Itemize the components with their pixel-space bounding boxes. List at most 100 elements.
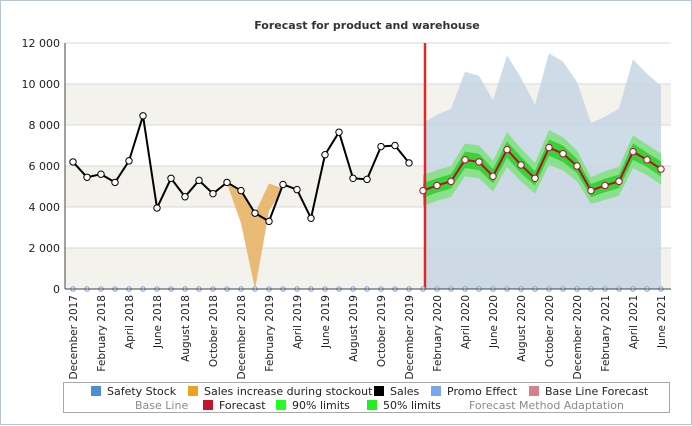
legend-item-base-line[interactable]: Base Line bbox=[135, 398, 188, 413]
x-tick-label: December 2020 bbox=[572, 295, 584, 380]
forecast-point bbox=[545, 143, 553, 152]
forecast-point bbox=[573, 162, 581, 170]
y-tick-label: 10 000 bbox=[22, 78, 61, 91]
sales-point bbox=[223, 178, 231, 187]
sales-point bbox=[111, 178, 119, 187]
x-tick-label: February 2018 bbox=[96, 295, 108, 372]
legend-swatch bbox=[91, 386, 101, 396]
forecast-point bbox=[475, 158, 483, 166]
forecast-point bbox=[629, 147, 637, 156]
sales-point bbox=[139, 112, 147, 120]
sales-point bbox=[293, 185, 301, 194]
sales-point bbox=[83, 173, 91, 181]
legend-item-forecast-method-adaptation[interactable]: Forecast Method Adaptation bbox=[469, 398, 624, 413]
chart-title: Forecast for product and warehouse bbox=[254, 19, 480, 32]
limits-50-band bbox=[423, 139, 661, 198]
legend-swatch bbox=[374, 386, 384, 396]
x-tick-label: June 2021 bbox=[656, 295, 668, 349]
x-tick-label: June 2019 bbox=[320, 295, 332, 349]
legend-swatch bbox=[367, 400, 377, 410]
legend-swatch bbox=[529, 386, 539, 396]
legend-label: Sales bbox=[390, 385, 420, 398]
forecast-point bbox=[531, 174, 539, 183]
forecast-point bbox=[433, 181, 441, 190]
sales-point bbox=[237, 186, 245, 195]
sales-point bbox=[377, 142, 385, 151]
sales-point bbox=[195, 176, 203, 185]
y-tick-label: 2 000 bbox=[29, 242, 61, 255]
legend-item-forecast[interactable]: Forecast bbox=[203, 398, 266, 413]
legend-item-90-limits[interactable]: 90% limits bbox=[276, 398, 350, 413]
sales-point bbox=[153, 204, 161, 212]
x-tick-label: August 2018 bbox=[180, 295, 192, 362]
x-tick-label: April 2020 bbox=[460, 295, 472, 349]
forecast-point bbox=[615, 177, 623, 186]
legend-row-2: Base Line Forecast 90% limits 50% limits… bbox=[64, 398, 669, 413]
x-tick-label: June 2018 bbox=[152, 295, 164, 349]
forecast-series bbox=[419, 143, 665, 195]
sales-series bbox=[69, 112, 413, 226]
y-tick-label: 6 000 bbox=[29, 160, 61, 173]
forecast-point bbox=[601, 181, 609, 190]
legend-label: Base Line bbox=[135, 399, 189, 412]
x-tick-label: October 2018 bbox=[208, 295, 220, 367]
legend-item-safety-stock[interactable]: Safety Stock bbox=[91, 384, 176, 399]
forecast-point bbox=[503, 145, 511, 154]
x-tick-label: April 2018 bbox=[124, 295, 136, 349]
x-tick-label: December 2019 bbox=[404, 295, 416, 380]
forecast-point bbox=[489, 172, 497, 180]
legend-swatch bbox=[188, 386, 198, 396]
legend-row-1: Safety Stock Sales increase during stock… bbox=[64, 384, 669, 399]
y-tick-label: 0 bbox=[53, 283, 60, 296]
sales-point bbox=[97, 170, 105, 178]
x-tick-label: December 2018 bbox=[236, 295, 248, 380]
x-tick-label: February 2019 bbox=[264, 295, 276, 372]
legend-label: 90% limits bbox=[292, 399, 350, 412]
x-tick-label: August 2020 bbox=[516, 295, 528, 362]
legend-label: Sales increase during stockout bbox=[204, 385, 373, 398]
sales-point bbox=[125, 157, 133, 165]
forecast-point bbox=[643, 156, 651, 164]
legend-label: Forecast Method Adaptation bbox=[469, 399, 624, 412]
x-tick-label: June 2020 bbox=[488, 295, 500, 349]
legend-label: Promo Effect bbox=[447, 385, 518, 398]
forecast-point bbox=[587, 186, 595, 195]
sales-point bbox=[307, 214, 315, 222]
x-tick-label: February 2021 bbox=[600, 295, 612, 372]
x-axis: December 2017 February 2018 April 2018 June… bbox=[68, 295, 668, 380]
legend-label: Forecast bbox=[219, 399, 266, 412]
forecast-point bbox=[419, 186, 427, 195]
chart-legend: Safety Stock Sales increase during stock… bbox=[63, 382, 670, 413]
y-tick-label: 8 000 bbox=[29, 119, 61, 132]
sales-point bbox=[251, 209, 259, 217]
legend-item-promo-effect[interactable]: Promo Effect bbox=[431, 384, 517, 399]
legend-swatch bbox=[276, 400, 286, 410]
x-tick-label: April 2019 bbox=[292, 295, 304, 349]
legend-label: Base Line Forecast bbox=[545, 385, 649, 398]
legend-item-sales[interactable]: Sales bbox=[374, 384, 419, 399]
y-tick-label: 4 000 bbox=[29, 201, 61, 214]
sales-point bbox=[335, 128, 343, 136]
sales-point bbox=[69, 158, 77, 166]
legend-swatch bbox=[203, 400, 213, 410]
sales-point bbox=[279, 180, 287, 189]
forecast-line bbox=[422, 146, 662, 192]
legend-item-50-limits[interactable]: 50% limits bbox=[367, 398, 441, 413]
x-tick-label: August 2019 bbox=[348, 295, 360, 362]
sales-point bbox=[391, 141, 399, 150]
stockout-area bbox=[227, 183, 283, 289]
legend-label: 50% limits bbox=[383, 399, 441, 412]
sales-point bbox=[167, 174, 175, 183]
legend-item-base-line-forecast[interactable]: Base Line Forecast bbox=[529, 384, 648, 399]
legend-swatch bbox=[431, 386, 441, 396]
x-tick-label: February 2020 bbox=[432, 295, 444, 372]
sales-point bbox=[363, 175, 371, 184]
forecast-point bbox=[517, 161, 525, 169]
x-tick-label: April 2021 bbox=[628, 295, 640, 349]
legend-label: Safety Stock bbox=[107, 385, 177, 398]
forecast-point bbox=[461, 156, 469, 164]
sales-point bbox=[321, 151, 329, 159]
forecast-point bbox=[657, 165, 665, 173]
legend-item-sales-increase-during-stockout[interactable]: Sales increase during stockout bbox=[188, 384, 372, 399]
sales-point bbox=[181, 193, 189, 201]
